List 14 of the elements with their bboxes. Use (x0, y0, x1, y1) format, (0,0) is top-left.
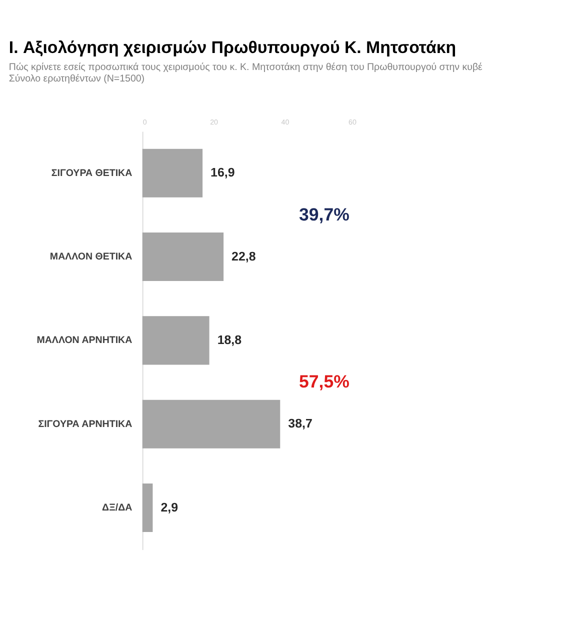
annotation: 57,5% (299, 372, 350, 392)
annotation: 39,7% (299, 204, 350, 224)
chart-subtitle: Πώς κρίνετε εσείς προσωπικά τους χειρισμούς του κ. Κ. Μητσοτάκη στην θέση του Πρωθυπουργού στην κυβέ Σύνολο ερωτηθέντων (N=1500) (8, 62, 484, 84)
data-label: 38,7 (288, 416, 312, 431)
y-tick-label: ΜΑΛΛΟΝ ΘΕΤΙΚΑ (50, 251, 132, 262)
y-tick-label: ΔΞ/ΔΑ (102, 502, 132, 514)
y-tick-label: ΣΙΓΟΥΡΑ ΘΕΤΙΚΑ (51, 168, 132, 179)
chart-title: I. Αξιολόγηση χειρισμών Πρωθυπουργού Κ. Μητσοτάκη (8, 38, 456, 57)
y-tick-label: ΣΙΓΟΥΡΑ ΑΡΝΗΤΙΚΑ (38, 418, 132, 430)
data-label: 18,8 (217, 333, 242, 347)
data-label: 2,9 (160, 500, 178, 514)
data-label: 16,9 (210, 166, 235, 180)
data-label: 22,8 (232, 249, 256, 264)
y-tick-label: ΜΑΛΛΟΝ ΑΡΝΗΤΙΚΑ (36, 335, 132, 346)
